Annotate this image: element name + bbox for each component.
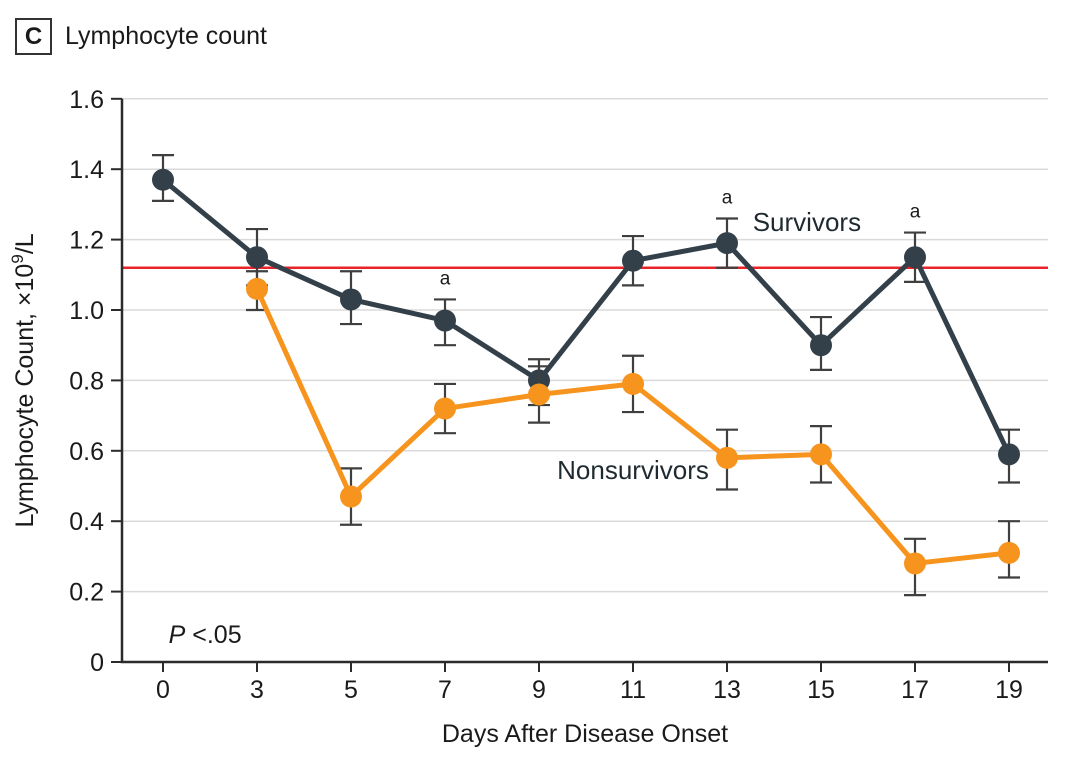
y-tick-label: 0.2 [69, 579, 104, 607]
y-tick-label: 1.2 [69, 227, 104, 255]
nonsurvivors-label: Nonsurvivors [557, 455, 709, 485]
x-tick-label: 5 [344, 676, 358, 704]
x-tick-label: 17 [901, 676, 929, 704]
y-tick-label: 0.4 [69, 508, 104, 536]
nonsurvivors-point [904, 552, 926, 575]
survivors-line [160, 177, 1012, 457]
survivors-point [246, 246, 268, 269]
survivors-point [998, 443, 1020, 466]
survivors-point [622, 249, 644, 272]
x-tick-label: 19 [995, 676, 1023, 704]
x-tick-label: 7 [438, 676, 452, 704]
survivors-label: Survivors [753, 207, 861, 237]
nonsurvivors-line [254, 286, 1012, 566]
nonsurvivors-point [998, 541, 1020, 564]
sig-marker-a: a [910, 201, 921, 222]
sig-marker-a: a [440, 268, 451, 289]
y-tick-label: 1.6 [69, 86, 104, 114]
survivors-point [340, 288, 362, 311]
x-tick-label: 11 [620, 676, 646, 704]
y-tick-label: 0.6 [69, 438, 104, 466]
nonsurvivors-point [246, 277, 268, 300]
x-tick-label: 0 [156, 676, 170, 704]
y-tick-label: 0 [90, 649, 104, 677]
nonsurvivors-point [716, 446, 738, 469]
nonsurvivors-point [622, 372, 644, 395]
y-tick-label: 1.4 [69, 156, 104, 184]
panel-letter: C [15, 18, 52, 55]
sig-marker-a: a [722, 187, 733, 208]
figure-title: Lymphocyte count [65, 22, 267, 50]
survivors-point [152, 168, 174, 191]
y-tick-label: 1.0 [69, 297, 104, 325]
survivors-point [810, 334, 832, 357]
nonsurvivors-point [434, 397, 456, 420]
x-tick-label: 3 [250, 676, 264, 704]
survivors-point [904, 246, 926, 269]
p-value-annotation: P <.05 [169, 621, 242, 649]
y-axis-title: Lymphocyte Count, ×109/L [8, 233, 39, 527]
nonsurvivors-point [810, 443, 832, 466]
x-axis-title: Days After Disease Onset [442, 720, 728, 748]
survivors-point [434, 309, 456, 332]
survivors-point [716, 232, 738, 255]
nonsurvivors-point [340, 485, 362, 508]
x-tick-label: 13 [713, 676, 741, 704]
nonsurvivors-point [528, 383, 550, 406]
y-tick-label: 0.8 [69, 367, 104, 395]
figure-header: C Lymphocyte count [15, 18, 267, 55]
x-tick-label: 9 [532, 676, 546, 704]
x-tick-label: 15 [807, 676, 835, 704]
